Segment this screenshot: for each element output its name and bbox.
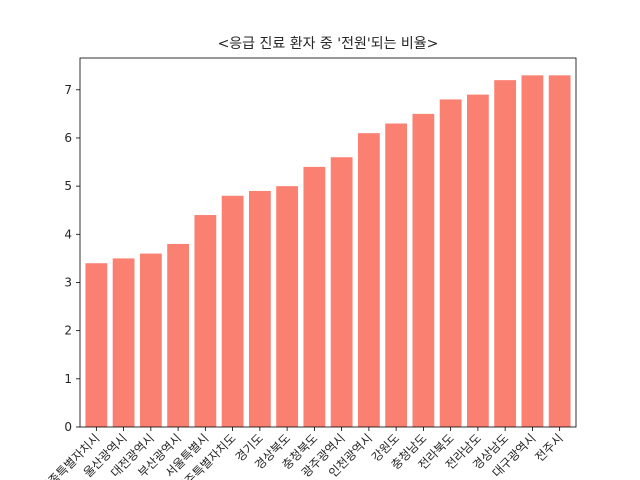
y-tick-label: 7	[64, 83, 72, 97]
bar	[330, 157, 353, 428]
bar	[221, 195, 244, 427]
bar	[85, 263, 108, 427]
plot-frame	[79, 57, 577, 428]
bar	[167, 243, 190, 427]
y-tick-label: 4	[64, 227, 72, 241]
bar	[139, 253, 162, 427]
y-tick-label: 3	[64, 275, 72, 289]
y-tick-label: 5	[64, 179, 72, 193]
bar	[357, 133, 380, 427]
y-tick-label: 0	[64, 420, 72, 434]
y-tick-label: 6	[64, 131, 72, 145]
chart-title: <응급 진료 환자 중 '전원'되는 비율>	[218, 36, 439, 52]
bar	[248, 190, 271, 427]
x-tick-label: 전주시	[532, 431, 565, 464]
bar	[194, 215, 217, 427]
bar	[412, 113, 435, 427]
x-axis: 세종특별자치시울산광역시대전광역시부산광역시서울특별시제주특별자치도경기도경상북…	[38, 427, 566, 480]
bar	[521, 75, 544, 427]
bar	[439, 99, 462, 428]
bar	[276, 186, 299, 427]
y-axis: 0 1 2 3 4 5 6 7	[64, 83, 80, 434]
y-tick-label: 2	[64, 324, 72, 338]
bar	[548, 75, 571, 427]
bar	[494, 80, 517, 427]
bar	[303, 166, 326, 427]
bars-group	[85, 75, 571, 428]
bar	[466, 94, 489, 428]
bar	[385, 123, 408, 427]
bar	[112, 258, 135, 427]
y-tick-label: 1	[64, 372, 72, 386]
